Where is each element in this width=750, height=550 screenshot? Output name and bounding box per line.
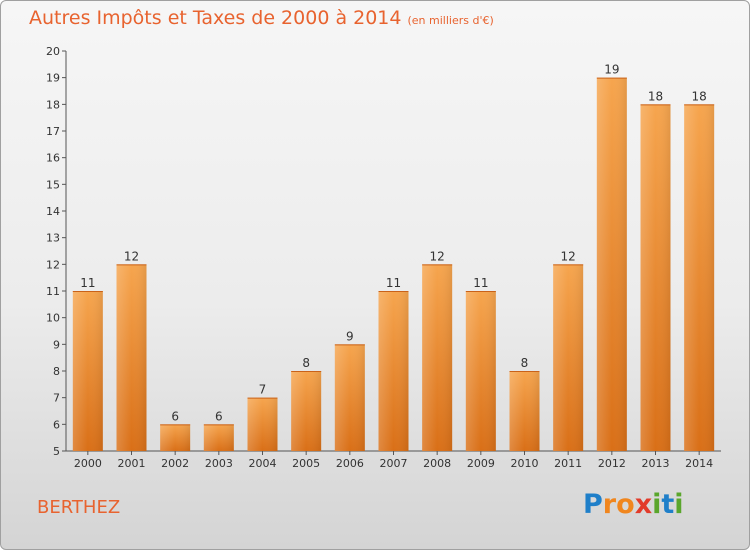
bar-shade <box>160 424 191 451</box>
y-tick-label: 9 <box>53 338 60 351</box>
data-label: 11 <box>80 276 95 290</box>
y-tick-label: 15 <box>46 178 60 191</box>
logo-letter: P <box>583 489 603 520</box>
bar-shade <box>422 264 453 451</box>
x-tick-label: 2002 <box>161 457 189 470</box>
y-tick-label: 13 <box>46 232 60 245</box>
y-tick-label: 14 <box>46 205 60 218</box>
y-tick-label: 12 <box>46 258 60 271</box>
bar-shade <box>334 344 365 451</box>
x-tick-label: 2014 <box>685 457 713 470</box>
y-tick-label: 16 <box>46 152 60 165</box>
bar-shade <box>553 264 584 451</box>
y-tick-label: 8 <box>53 365 60 378</box>
data-label: 6 <box>171 409 179 423</box>
plot-area: 5678910111213141516171819201120001220016… <box>46 45 721 470</box>
proxiti-logo[interactable]: Proxiti <box>583 489 684 520</box>
data-label: 12 <box>124 249 139 263</box>
logo-letter: x <box>634 489 653 520</box>
x-tick-label: 2001 <box>118 457 146 470</box>
x-tick-label: 2004 <box>249 457 277 470</box>
data-label: 11 <box>386 276 401 290</box>
bar-shade <box>378 291 409 451</box>
y-tick-label: 6 <box>53 418 60 431</box>
y-tick-label: 7 <box>53 392 60 405</box>
data-label: 6 <box>215 409 223 423</box>
chart-subtitle: (en milliers d'€) <box>407 14 494 27</box>
commune-name: BERTHEZ <box>37 497 121 518</box>
chart-title-main: Autres Impôts et Taxes de 2000 à 2014 <box>29 7 402 29</box>
data-label: 9 <box>346 329 354 343</box>
data-label: 18 <box>648 89 663 103</box>
data-label: 18 <box>692 89 707 103</box>
bar-shade <box>203 424 234 451</box>
logo-letter: r <box>602 489 617 520</box>
bar-shade <box>247 397 278 451</box>
x-tick-label: 2003 <box>205 457 233 470</box>
y-tick-label: 20 <box>46 45 60 58</box>
data-label: 19 <box>604 63 619 77</box>
x-tick-label: 2010 <box>511 457 539 470</box>
y-tick-label: 5 <box>53 445 60 458</box>
data-label: 12 <box>561 249 576 263</box>
x-tick-label: 2008 <box>423 457 451 470</box>
bar-shade <box>596 77 627 452</box>
x-tick-label: 2011 <box>554 457 582 470</box>
x-tick-label: 2012 <box>598 457 626 470</box>
bar-shade <box>684 104 715 451</box>
logo-letter: i <box>652 489 662 520</box>
logo-letter: t <box>661 489 675 520</box>
x-tick-label: 2005 <box>292 457 320 470</box>
y-tick-label: 17 <box>46 125 60 138</box>
y-tick-label: 11 <box>46 285 60 298</box>
data-label: 11 <box>473 276 488 290</box>
x-tick-label: 2007 <box>380 457 408 470</box>
x-tick-label: 2009 <box>467 457 495 470</box>
data-label: 8 <box>302 356 310 370</box>
bar-shade <box>116 264 147 451</box>
y-tick-label: 19 <box>46 72 60 85</box>
logo-letter: o <box>616 489 635 520</box>
x-tick-label: 2013 <box>642 457 670 470</box>
logo-letter: i <box>674 489 684 520</box>
bar-shade <box>640 104 671 451</box>
data-label: 7 <box>259 383 267 397</box>
bar-shade <box>465 291 496 451</box>
data-label: 8 <box>521 356 529 370</box>
bar-shade <box>72 291 103 451</box>
chart-title: Autres Impôts et Taxes de 2000 à 2014 (en… <box>29 7 494 29</box>
bar-shade <box>291 371 322 451</box>
y-tick-label: 18 <box>46 98 60 111</box>
bar-shade <box>509 371 540 451</box>
y-tick-label: 10 <box>46 312 60 325</box>
x-tick-label: 2006 <box>336 457 364 470</box>
x-tick-label: 2000 <box>74 457 102 470</box>
data-label: 12 <box>430 249 445 263</box>
